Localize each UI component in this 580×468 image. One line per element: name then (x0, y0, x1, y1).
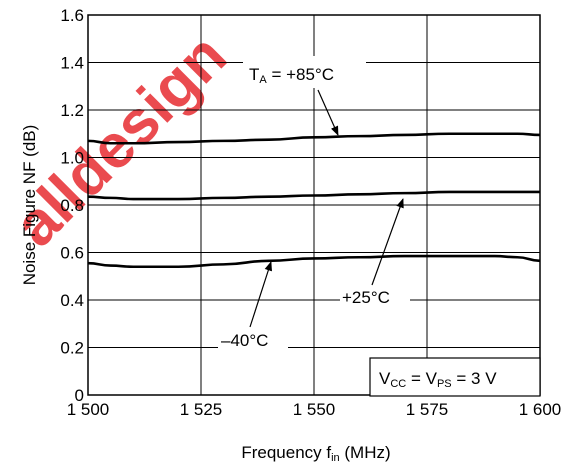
annotation-25: +25°C (340, 198, 410, 310)
series-line (87, 254, 541, 269)
annotation-ta-bg (243, 56, 366, 88)
y-tick-label: 1.4 (60, 54, 84, 73)
annotation-m40: –40°C (218, 261, 288, 353)
series-line (87, 132, 541, 145)
x-tick-label: 1 600 (519, 400, 562, 419)
y-axis-ticks: 0 0.2 0.4 0.6 0.8 1.0 1.2 1.4 1.6 (60, 6, 84, 405)
annotation-ta-arrow (317, 89, 339, 136)
y-tick-label: 1.2 (60, 101, 84, 120)
annotation-m40-text: –40°C (221, 331, 268, 350)
annotation-ta-text: TA = +85°C (249, 65, 334, 86)
x-tick-label: 1 550 (293, 400, 336, 419)
annotation-25-arrow (371, 198, 404, 286)
x-tick-label: 1 525 (180, 400, 223, 419)
conditions-frame (369, 357, 541, 397)
annotation-25-bg (340, 284, 410, 310)
y-tick-label: 1.0 (60, 149, 84, 168)
conditions-box: VCC = VPS = 3 V (369, 357, 541, 397)
y-tick-label: 0 (75, 386, 84, 405)
x-tick-label: 1 575 (406, 400, 449, 419)
x-axis-ticks: 1 500 1 525 1 550 1 575 1 600 (67, 400, 562, 419)
annotation-m40-arrow (249, 261, 272, 328)
annotation-m40-bg (218, 327, 288, 353)
y-tick-label: 1.6 (60, 6, 84, 25)
series-line (87, 190, 540, 201)
y-tick-label: 0.6 (60, 244, 84, 263)
plot-frame (87, 14, 541, 396)
x-tick-label: 1 500 (67, 400, 110, 419)
y-tick-label: 0.2 (60, 339, 84, 358)
annotation-25-text: +25°C (342, 288, 390, 307)
y-axis-title: Noise Figure NF (dB) (20, 125, 39, 286)
y-tick-label: 0.8 (60, 196, 84, 215)
x-axis-title: Frequency fin (MHz) (241, 443, 390, 464)
y-tick-label: 0.4 (60, 291, 84, 310)
conditions-text: VCC = VPS = 3 V (379, 369, 497, 390)
series-lines (87, 132, 541, 269)
annotation-ta: TA = +85°C (243, 56, 366, 136)
